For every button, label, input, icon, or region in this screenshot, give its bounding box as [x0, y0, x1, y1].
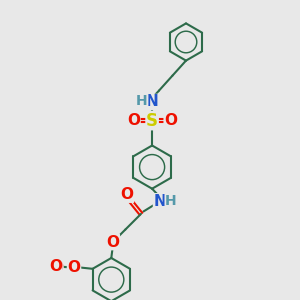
Text: O: O [50, 260, 63, 275]
Text: O: O [49, 260, 62, 275]
Text: O: O [106, 235, 119, 250]
Text: S: S [146, 112, 158, 130]
Text: H: H [136, 94, 148, 107]
Text: O: O [49, 259, 62, 274]
Text: O: O [164, 113, 177, 128]
Text: N: N [146, 94, 158, 110]
Text: O: O [127, 113, 140, 128]
Text: N: N [154, 194, 166, 209]
Text: H: H [165, 194, 177, 208]
Text: O: O [120, 187, 134, 202]
Text: O: O [68, 260, 80, 275]
